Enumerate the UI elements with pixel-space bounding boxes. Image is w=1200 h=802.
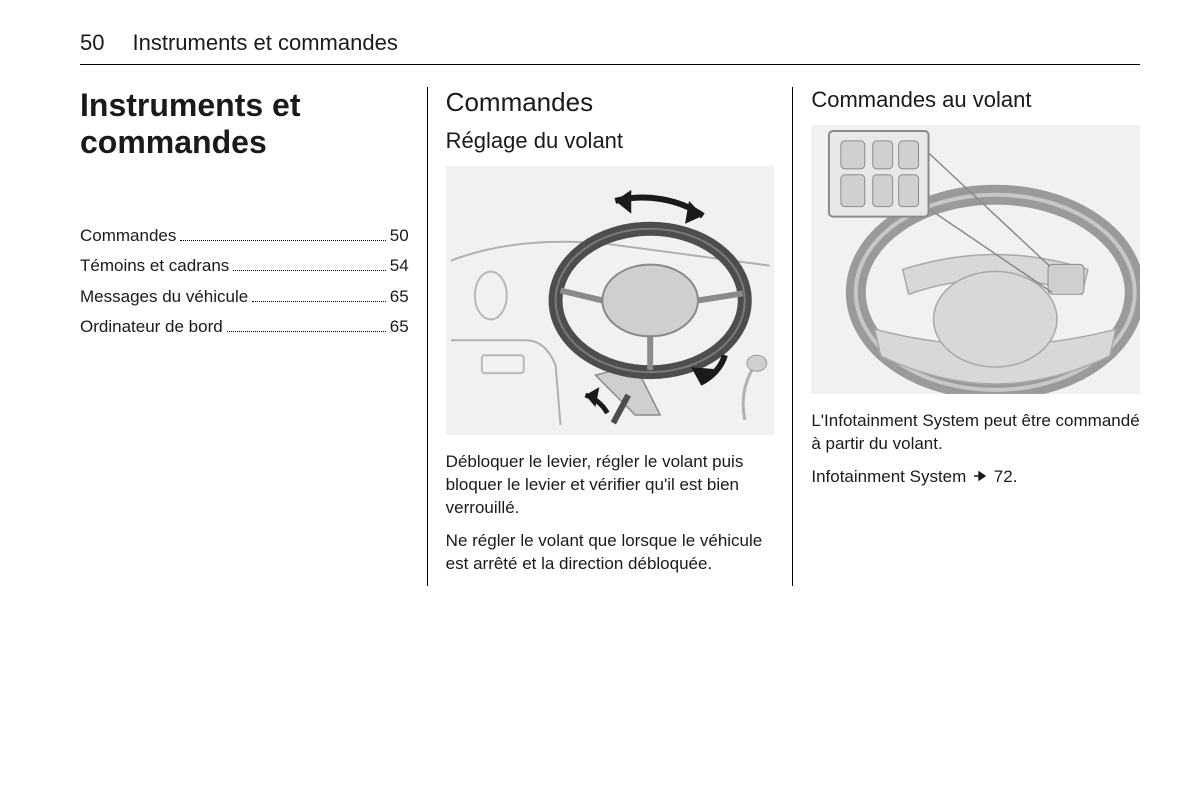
ref-page: 72 [994, 467, 1013, 486]
body-text: Débloquer le levier, régler le volant pu… [446, 451, 775, 520]
toc-label: Ordinateur de bord [80, 312, 223, 343]
body-text: L'Infotainment System peut être commandé… [811, 410, 1140, 456]
toc-row: Ordinateur de bord 65 [80, 312, 409, 343]
header-title: Instruments et commandes [132, 30, 397, 56]
subsection-heading: Réglage du volant [446, 128, 775, 154]
toc-row: Messages du véhicule 65 [80, 282, 409, 313]
page-header: 50 Instruments et commandes [80, 30, 1140, 65]
reference-arrow-icon [973, 468, 987, 487]
page-number: 50 [80, 30, 104, 56]
table-of-contents: Commandes 50 Témoins et cadrans 54 Messa… [80, 221, 409, 343]
steering-controls-diagram [811, 125, 1140, 394]
toc-row: Témoins et cadrans 54 [80, 251, 409, 282]
toc-dots [227, 331, 386, 332]
toc-row: Commandes 50 [80, 221, 409, 252]
toc-page: 54 [390, 251, 409, 282]
body-text: Infotainment System 72. [811, 466, 1140, 489]
ref-text: Infotainment System [811, 467, 966, 486]
toc-dots [233, 270, 385, 271]
subsection-heading: Commandes au volant [811, 87, 1140, 113]
column-1: Instruments et commandes Commandes 50 Té… [80, 87, 427, 586]
toc-label: Témoins et cadrans [80, 251, 229, 282]
steering-adjust-diagram [446, 166, 775, 435]
toc-dots [180, 240, 385, 241]
section-heading: Commandes [446, 87, 775, 118]
toc-label: Messages du véhicule [80, 282, 248, 313]
toc-dots [252, 301, 386, 302]
chapter-heading: Instruments et commandes [80, 87, 409, 161]
toc-page: 65 [390, 282, 409, 313]
column-3: Commandes au volant L'Infotain [792, 87, 1140, 586]
ref-suffix: . [1013, 467, 1018, 486]
toc-page: 65 [390, 312, 409, 343]
content-columns: Instruments et commandes Commandes 50 Té… [80, 87, 1140, 586]
column-2: Commandes Réglage du volant [427, 87, 793, 586]
toc-label: Commandes [80, 221, 176, 252]
toc-page: 50 [390, 221, 409, 252]
body-text: Ne régler le volant que lorsque le véhic… [446, 530, 775, 576]
